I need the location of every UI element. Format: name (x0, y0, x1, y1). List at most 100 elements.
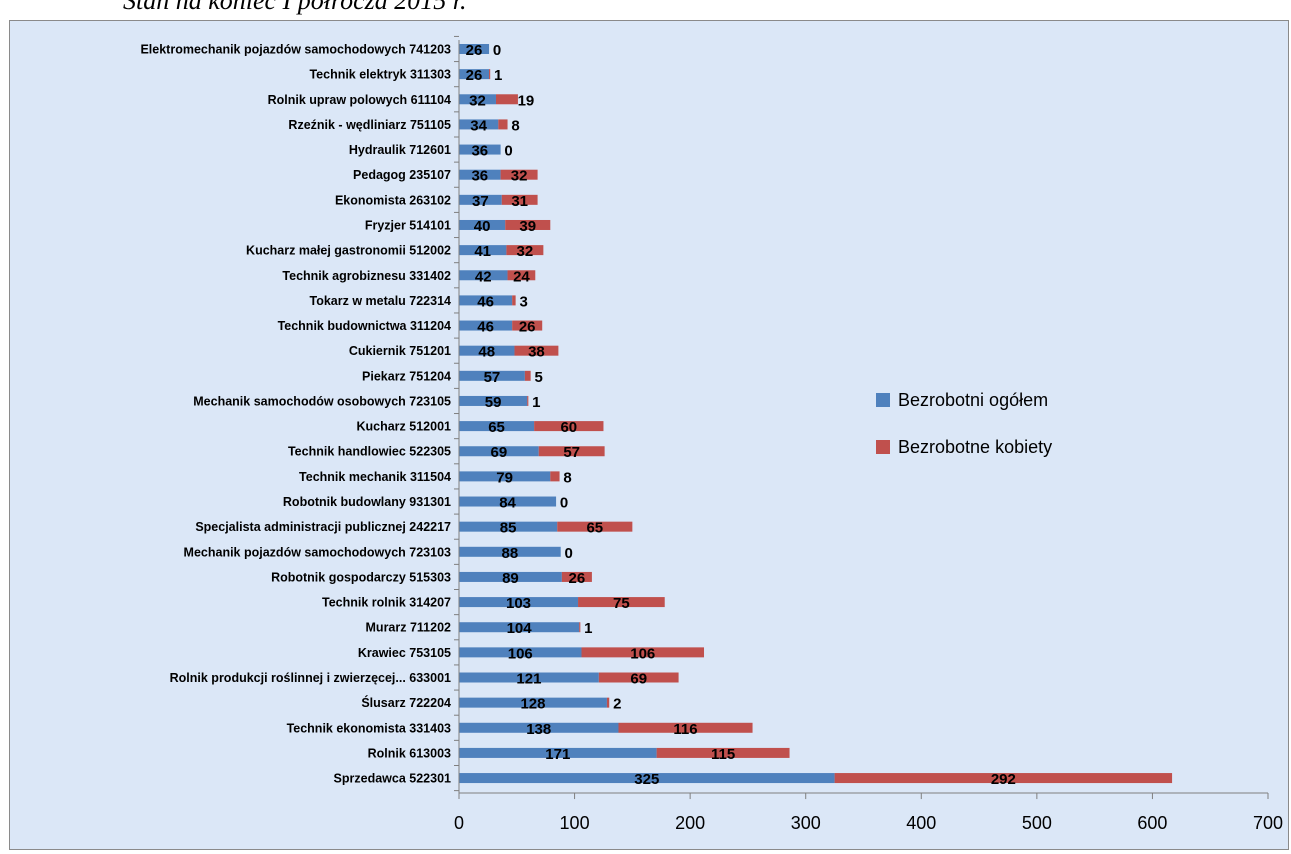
category-label: Elektromechanik pojazdów samochodowych 7… (140, 43, 451, 57)
data-label-total: 41 (474, 243, 491, 260)
data-label-women: 19 (518, 92, 535, 109)
bar-total (459, 144, 501, 155)
bar-total (459, 471, 551, 482)
bar-total (459, 446, 539, 457)
data-label-women: 24 (513, 268, 530, 285)
data-label-women: 116 (673, 721, 697, 738)
bar-total (459, 546, 561, 557)
bar-total (459, 169, 501, 180)
bar-women (498, 119, 508, 130)
data-label-women: 65 (586, 520, 603, 537)
x-tick-label: 400 (906, 813, 936, 833)
category-label: Mechanik samochodów osobowych 723105 (193, 394, 451, 408)
data-label-women: 0 (560, 495, 568, 512)
data-label-total: 37 (472, 193, 489, 210)
data-label-women: 1 (532, 394, 540, 411)
data-label-total: 121 (516, 671, 541, 688)
x-tick-label: 300 (791, 813, 821, 833)
bar-total (459, 421, 535, 432)
data-label-total: 128 (520, 696, 545, 713)
category-label: Kucharz 512001 (356, 420, 451, 434)
category-label: Murarz 711202 (366, 621, 452, 635)
bar-total (459, 597, 579, 608)
data-label-total: 59 (485, 394, 502, 411)
data-label-women: 32 (511, 168, 528, 185)
bar-women (598, 672, 679, 683)
data-label-total: 26 (466, 67, 483, 84)
bar-women (550, 471, 560, 482)
data-label-women: 8 (563, 469, 571, 486)
bar-women (501, 194, 538, 205)
category-label: Mechanik pojazdów samochodowych 723103 (184, 545, 451, 559)
data-label-women: 38 (528, 344, 545, 361)
category-label: Pedagog 235107 (353, 168, 451, 182)
category-label: Robotnik budowlany 931301 (283, 495, 451, 509)
data-label-women: 1 (584, 620, 592, 637)
bar-total (459, 320, 513, 331)
data-label-total: 57 (484, 369, 501, 386)
category-label: Technik elektryk 311303 (309, 68, 451, 82)
data-label-total: 42 (475, 268, 492, 285)
category-label: Ślusarz 722204 (361, 695, 451, 710)
bar-women (579, 622, 581, 633)
data-label-women: 39 (519, 218, 536, 235)
bar-women (514, 345, 559, 356)
data-label-total: 103 (506, 595, 531, 612)
bar-women (495, 94, 518, 105)
category-label: Cukiernik 751201 (349, 344, 451, 358)
data-label-women: 32 (517, 243, 534, 260)
category-label: Technik budownictwa 311204 (278, 319, 451, 333)
bar-total (459, 773, 835, 784)
data-label-total: 79 (496, 469, 513, 486)
data-label-total: 34 (470, 117, 487, 134)
bar-total (459, 647, 582, 658)
data-label-women: 0 (493, 42, 501, 59)
bar-women (524, 370, 531, 381)
category-label: Fryzjer 514101 (365, 218, 451, 232)
x-tick-label: 500 (1022, 813, 1052, 833)
bar-total (459, 69, 490, 80)
bar-total (459, 395, 528, 406)
bar-women (512, 320, 543, 331)
category-label: Rzeźnik - wędliniarz 751105 (288, 118, 451, 132)
bar-total (459, 496, 557, 507)
data-label-women: 115 (711, 746, 735, 763)
bar-women (534, 421, 604, 432)
data-label-total: 138 (526, 721, 551, 738)
legend-label: Bezrobotni ogółem (898, 390, 1048, 410)
bar-women (578, 597, 665, 608)
data-label-women: 26 (519, 319, 536, 336)
data-label-total: 65 (488, 419, 505, 436)
category-label: Specjalista administracji publicznej 242… (195, 520, 451, 534)
bar-total (459, 245, 507, 256)
bar-women (506, 245, 544, 256)
bar-women (527, 395, 529, 406)
x-tick-label: 100 (560, 813, 590, 833)
data-label-women: 1 (494, 67, 502, 84)
bar-women (489, 69, 491, 80)
data-label-total: 48 (478, 344, 495, 361)
chart-area: 0 100 200 300 400 500 600 700 Elektromechanik po… (9, 20, 1289, 850)
data-label-women: 26 (569, 570, 586, 587)
bar-total (459, 219, 506, 230)
bar-women (500, 169, 538, 180)
data-label-total: 32 (469, 92, 486, 109)
bar-total (459, 571, 562, 582)
data-label-total: 89 (502, 570, 519, 587)
category-label: Technik mechanik 311504 (299, 470, 451, 484)
category-label: Piekarz 751204 (362, 369, 451, 383)
data-label-women: 2 (613, 696, 621, 713)
category-label: Sprzedawca 522301 (334, 772, 451, 786)
bar-women (618, 722, 753, 733)
data-label-total: 46 (477, 319, 494, 336)
data-label-total: 26 (466, 42, 483, 59)
category-label: Technik handlowiec 522305 (288, 445, 451, 459)
category-label: Robotnik gospodarczy 515303 (271, 570, 451, 584)
legend-label: Bezrobotne kobiety (898, 437, 1052, 457)
data-label-total: 88 (502, 545, 519, 562)
data-label-total: 36 (471, 168, 488, 185)
category-label: Technik ekonomista 331403 (287, 721, 451, 735)
data-label-women: 8 (511, 117, 519, 134)
data-label-women: 31 (511, 193, 528, 210)
legend-swatch (876, 393, 890, 407)
